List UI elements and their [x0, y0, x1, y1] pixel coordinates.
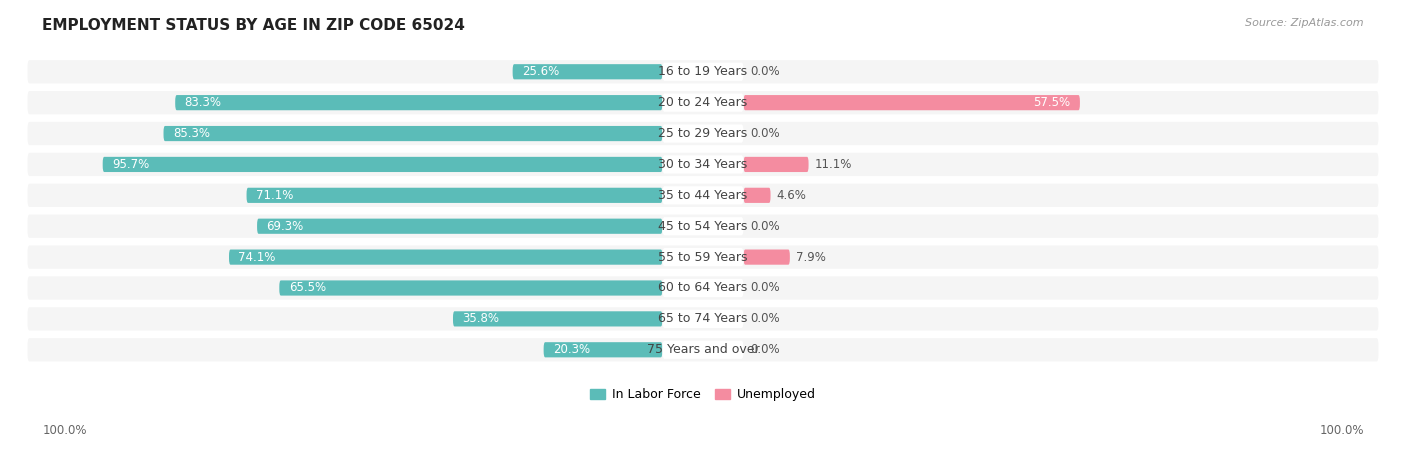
FancyBboxPatch shape — [280, 280, 662, 296]
FancyBboxPatch shape — [28, 245, 1378, 269]
Text: 11.1%: 11.1% — [815, 158, 852, 171]
FancyBboxPatch shape — [28, 307, 1378, 331]
FancyBboxPatch shape — [28, 122, 1378, 145]
Text: 55 to 59 Years: 55 to 59 Years — [658, 251, 748, 264]
FancyBboxPatch shape — [662, 155, 744, 174]
FancyBboxPatch shape — [662, 63, 744, 81]
FancyBboxPatch shape — [229, 249, 662, 265]
FancyBboxPatch shape — [28, 60, 1378, 83]
Text: 0.0%: 0.0% — [749, 343, 779, 356]
Text: 0.0%: 0.0% — [749, 220, 779, 233]
FancyBboxPatch shape — [744, 157, 808, 172]
Text: 7.9%: 7.9% — [796, 251, 825, 264]
FancyBboxPatch shape — [744, 95, 1080, 110]
Text: 0.0%: 0.0% — [749, 282, 779, 294]
Text: 60 to 64 Years: 60 to 64 Years — [658, 282, 748, 294]
FancyBboxPatch shape — [744, 188, 770, 203]
Text: 74.1%: 74.1% — [239, 251, 276, 264]
Text: 100.0%: 100.0% — [1319, 423, 1364, 436]
FancyBboxPatch shape — [662, 310, 744, 328]
Text: 85.3%: 85.3% — [173, 127, 209, 140]
FancyBboxPatch shape — [176, 95, 662, 110]
FancyBboxPatch shape — [544, 342, 662, 357]
FancyBboxPatch shape — [246, 188, 662, 203]
Text: 16 to 19 Years: 16 to 19 Years — [658, 65, 748, 78]
Text: 20 to 24 Years: 20 to 24 Years — [658, 96, 748, 109]
FancyBboxPatch shape — [103, 157, 662, 172]
Text: 57.5%: 57.5% — [1033, 96, 1070, 109]
FancyBboxPatch shape — [28, 184, 1378, 207]
FancyBboxPatch shape — [28, 338, 1378, 361]
FancyBboxPatch shape — [513, 64, 662, 79]
Text: 25 to 29 Years: 25 to 29 Years — [658, 127, 748, 140]
Text: 95.7%: 95.7% — [112, 158, 149, 171]
Text: Source: ZipAtlas.com: Source: ZipAtlas.com — [1246, 18, 1364, 28]
FancyBboxPatch shape — [662, 217, 744, 235]
Text: 0.0%: 0.0% — [749, 127, 779, 140]
FancyBboxPatch shape — [744, 249, 790, 265]
Text: 75 Years and over: 75 Years and over — [647, 343, 759, 356]
FancyBboxPatch shape — [28, 276, 1378, 300]
Text: 20.3%: 20.3% — [553, 343, 591, 356]
Text: 65.5%: 65.5% — [288, 282, 326, 294]
Text: 0.0%: 0.0% — [749, 65, 779, 78]
Text: 35 to 44 Years: 35 to 44 Years — [658, 189, 748, 202]
FancyBboxPatch shape — [662, 125, 744, 143]
FancyBboxPatch shape — [163, 126, 662, 141]
FancyBboxPatch shape — [662, 94, 744, 112]
Text: 65 to 74 Years: 65 to 74 Years — [658, 312, 748, 325]
FancyBboxPatch shape — [662, 341, 744, 359]
FancyBboxPatch shape — [28, 215, 1378, 238]
Text: 69.3%: 69.3% — [267, 220, 304, 233]
FancyBboxPatch shape — [453, 311, 662, 327]
Text: EMPLOYMENT STATUS BY AGE IN ZIP CODE 65024: EMPLOYMENT STATUS BY AGE IN ZIP CODE 650… — [42, 18, 465, 33]
Text: 30 to 34 Years: 30 to 34 Years — [658, 158, 748, 171]
FancyBboxPatch shape — [28, 91, 1378, 114]
FancyBboxPatch shape — [662, 186, 744, 204]
Text: 100.0%: 100.0% — [42, 423, 87, 436]
Text: 45 to 54 Years: 45 to 54 Years — [658, 220, 748, 233]
Text: 35.8%: 35.8% — [463, 312, 499, 325]
Legend: In Labor Force, Unemployed: In Labor Force, Unemployed — [591, 388, 815, 401]
Text: 25.6%: 25.6% — [522, 65, 560, 78]
Text: 0.0%: 0.0% — [749, 312, 779, 325]
FancyBboxPatch shape — [662, 279, 744, 297]
Text: 4.6%: 4.6% — [776, 189, 807, 202]
FancyBboxPatch shape — [662, 248, 744, 266]
Text: 71.1%: 71.1% — [256, 189, 294, 202]
FancyBboxPatch shape — [257, 219, 662, 234]
Text: 83.3%: 83.3% — [184, 96, 222, 109]
FancyBboxPatch shape — [28, 153, 1378, 176]
